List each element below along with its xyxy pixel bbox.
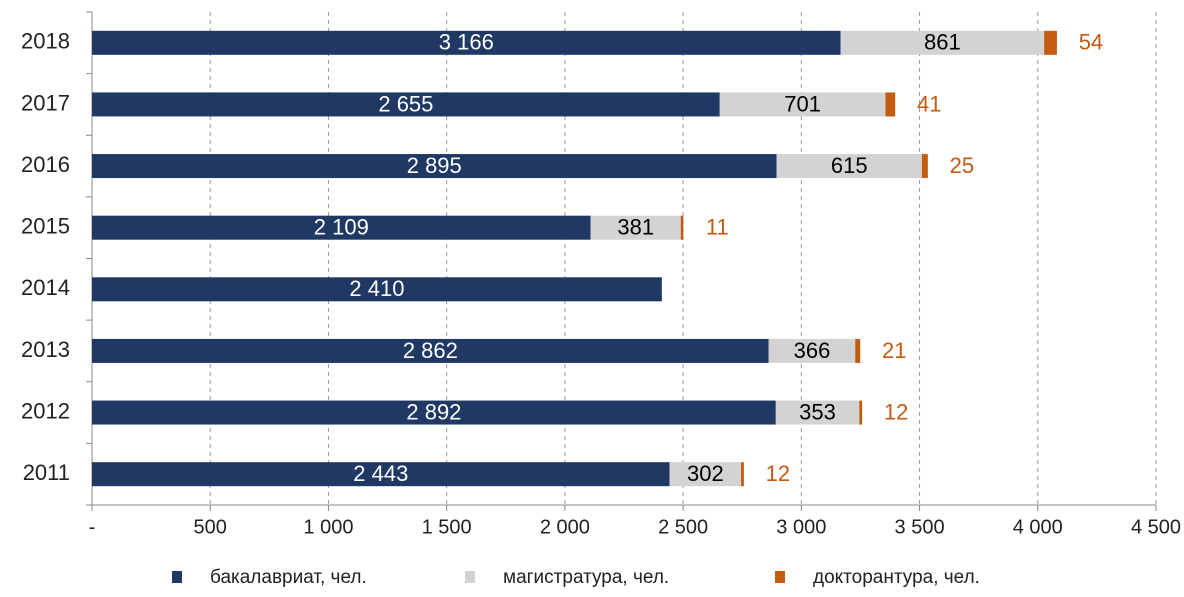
bar-segment [92,215,591,240]
bar-segment [885,92,896,117]
y-tick-label: 2017 [21,90,70,115]
bar-segment [92,462,670,487]
data-label: 54 [1079,30,1103,55]
legend-label: бакалавриат, чел. [210,567,367,588]
legend-swatch [775,571,785,583]
data-label: 2 443 [353,461,408,486]
data-label: 615 [831,153,868,178]
data-label: 381 [617,215,654,240]
legend-swatch [465,571,475,583]
bar-segment [921,154,928,179]
x-tick-label: 3 500 [895,516,945,538]
y-tick-label: 2013 [21,337,70,362]
bar-segment [840,30,1045,55]
data-label: 861 [924,30,961,55]
x-tick-label: 2 500 [658,516,708,538]
data-label: 2 892 [406,399,461,424]
y-tick-label: 2014 [21,275,70,300]
bar-segment [775,400,860,425]
bar-segment [855,338,861,363]
legend-label: докторантура, чел. [813,567,980,588]
x-tick-label: - [89,516,96,538]
bar-segment [719,92,886,117]
legend-label: магистратура, чел. [503,567,669,588]
bar-segment [92,338,769,363]
bar-segment [768,338,856,363]
bar-segment [92,400,776,425]
data-label: 12 [884,399,908,424]
data-label: 41 [917,91,941,116]
data-label: 11 [706,215,729,240]
bar-segment [669,462,742,487]
data-label: 2 895 [407,153,462,178]
data-label: 2 410 [349,276,404,301]
y-tick-label: 2012 [21,398,70,423]
bar-segment [776,154,922,179]
data-label: 3 166 [439,30,494,55]
bar-segment [590,215,681,240]
x-tick-label: 3 000 [776,516,826,538]
data-label: 353 [799,399,836,424]
data-label: 701 [784,91,821,116]
y-tick-label: 2018 [21,29,70,54]
y-tick-label: 2011 [23,460,70,485]
x-tick-label: 1 500 [422,516,472,538]
bar-segment [92,30,841,55]
data-label: 12 [766,461,790,486]
x-tick-label: 1 000 [303,516,353,538]
legend-swatch [172,571,182,583]
bar-segment [92,277,662,302]
bar-segment [92,154,777,179]
x-tick-label: 2 000 [540,516,590,538]
bar-segment [859,400,863,425]
data-label: 25 [950,153,974,178]
data-label: 366 [794,338,831,363]
bar-segment [680,215,684,240]
bar-segment [92,92,720,117]
y-tick-label: 2015 [21,214,70,239]
x-tick-label: 4 500 [1131,516,1181,538]
data-label: 21 [882,338,906,363]
y-tick-label: 2016 [21,152,70,177]
x-tick-label: 4 000 [1013,516,1063,538]
bar-segment [1044,30,1057,55]
data-label: 2 655 [378,91,433,116]
x-tick-label: 500 [194,516,227,538]
data-label: 302 [687,461,724,486]
bar-segment [741,462,744,487]
data-label: 2 862 [403,338,458,363]
data-label: 2 109 [314,215,369,240]
